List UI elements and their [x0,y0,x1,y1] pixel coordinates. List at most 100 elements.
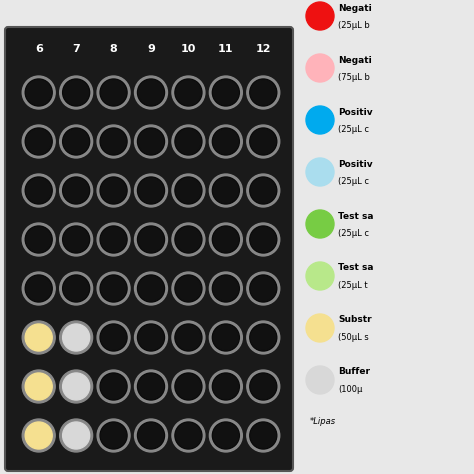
Circle shape [101,227,126,252]
Circle shape [251,178,276,203]
Text: Negati: Negati [338,55,372,64]
Circle shape [137,226,164,253]
Circle shape [213,423,238,448]
Circle shape [63,422,90,449]
Circle shape [139,178,164,203]
Circle shape [175,128,202,155]
Circle shape [60,321,92,354]
Circle shape [64,276,89,301]
Circle shape [137,324,164,351]
Circle shape [97,272,130,305]
Circle shape [212,226,239,253]
Text: Test sa: Test sa [338,264,374,273]
Circle shape [306,262,334,290]
Circle shape [176,276,201,301]
Circle shape [306,54,334,82]
Circle shape [172,419,205,452]
Circle shape [212,128,239,155]
Circle shape [172,321,205,354]
Circle shape [135,76,167,109]
Circle shape [210,272,242,305]
Circle shape [210,174,242,207]
Circle shape [175,79,202,106]
Text: (25μL c: (25μL c [338,125,369,134]
Circle shape [172,272,205,305]
Circle shape [212,177,239,204]
Circle shape [97,419,130,452]
Circle shape [247,272,280,305]
Circle shape [100,275,127,302]
Circle shape [251,325,276,350]
Circle shape [210,321,242,354]
Circle shape [60,76,92,109]
Circle shape [175,177,202,204]
Circle shape [60,223,92,256]
Circle shape [25,79,52,106]
Circle shape [247,76,280,109]
Circle shape [210,125,242,158]
Circle shape [250,324,277,351]
Circle shape [100,373,127,400]
Circle shape [97,321,130,354]
Text: 7: 7 [72,44,80,54]
Text: Substr: Substr [338,316,372,325]
Circle shape [101,276,126,301]
Circle shape [63,373,90,400]
Circle shape [100,79,127,106]
Circle shape [64,129,89,154]
Circle shape [25,177,52,204]
Circle shape [137,275,164,302]
Circle shape [60,125,92,158]
Circle shape [139,374,164,399]
Circle shape [27,276,51,301]
Circle shape [212,324,239,351]
Circle shape [25,422,52,449]
Circle shape [27,129,51,154]
Circle shape [213,129,238,154]
Text: (25μL b: (25μL b [338,20,370,29]
Circle shape [22,174,55,207]
Circle shape [97,370,130,403]
Circle shape [101,374,126,399]
Circle shape [306,210,334,238]
Circle shape [22,125,55,158]
Circle shape [101,129,126,154]
Text: Test sa: Test sa [338,211,374,220]
Circle shape [101,325,126,350]
Circle shape [139,423,164,448]
Circle shape [100,177,127,204]
Circle shape [175,275,202,302]
Circle shape [135,174,167,207]
Circle shape [212,275,239,302]
Circle shape [247,321,280,354]
Circle shape [63,226,90,253]
Circle shape [306,158,334,186]
Circle shape [212,79,239,106]
Circle shape [251,227,276,252]
Circle shape [251,129,276,154]
Circle shape [210,419,242,452]
Circle shape [60,174,92,207]
Circle shape [210,370,242,403]
Circle shape [247,419,280,452]
Circle shape [100,422,127,449]
Text: (25μL c: (25μL c [338,228,369,237]
Circle shape [97,223,130,256]
Circle shape [22,419,55,452]
Circle shape [97,174,130,207]
Circle shape [251,80,276,105]
Circle shape [250,79,277,106]
FancyBboxPatch shape [5,27,293,471]
Circle shape [139,276,164,301]
Circle shape [22,370,55,403]
Circle shape [97,76,130,109]
Circle shape [172,76,205,109]
Circle shape [306,314,334,342]
Circle shape [172,223,205,256]
Text: (25μL c: (25μL c [338,176,369,185]
Circle shape [250,373,277,400]
Circle shape [210,76,242,109]
Circle shape [63,324,90,351]
Circle shape [172,370,205,403]
Circle shape [139,325,164,350]
